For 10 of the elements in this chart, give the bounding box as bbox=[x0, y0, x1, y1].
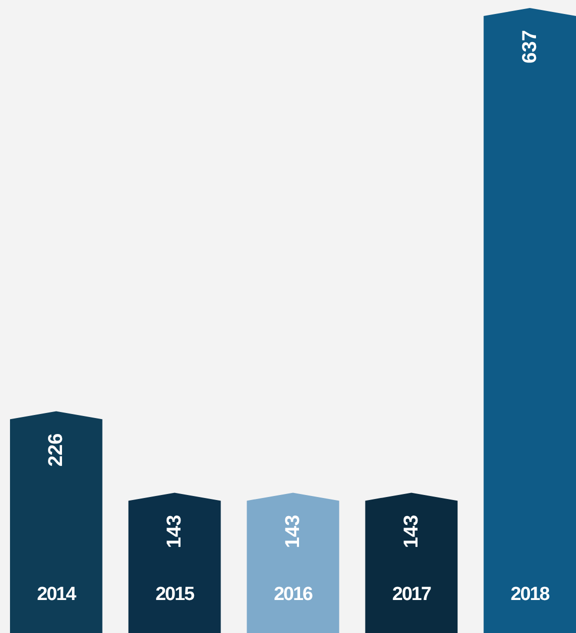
x-tick-label: 2014 bbox=[37, 584, 77, 605]
x-tick-label: 2018 bbox=[510, 584, 550, 605]
data-label: 143 bbox=[282, 514, 304, 548]
data-label: 143 bbox=[400, 514, 422, 548]
x-tick-label: 2017 bbox=[392, 584, 431, 605]
data-label: 637 bbox=[518, 30, 541, 64]
data-label: 143 bbox=[164, 514, 186, 548]
x-tick-label: 2015 bbox=[155, 584, 196, 605]
data-label: 226 bbox=[45, 433, 68, 467]
x-tick-label: 2016 bbox=[274, 584, 313, 605]
